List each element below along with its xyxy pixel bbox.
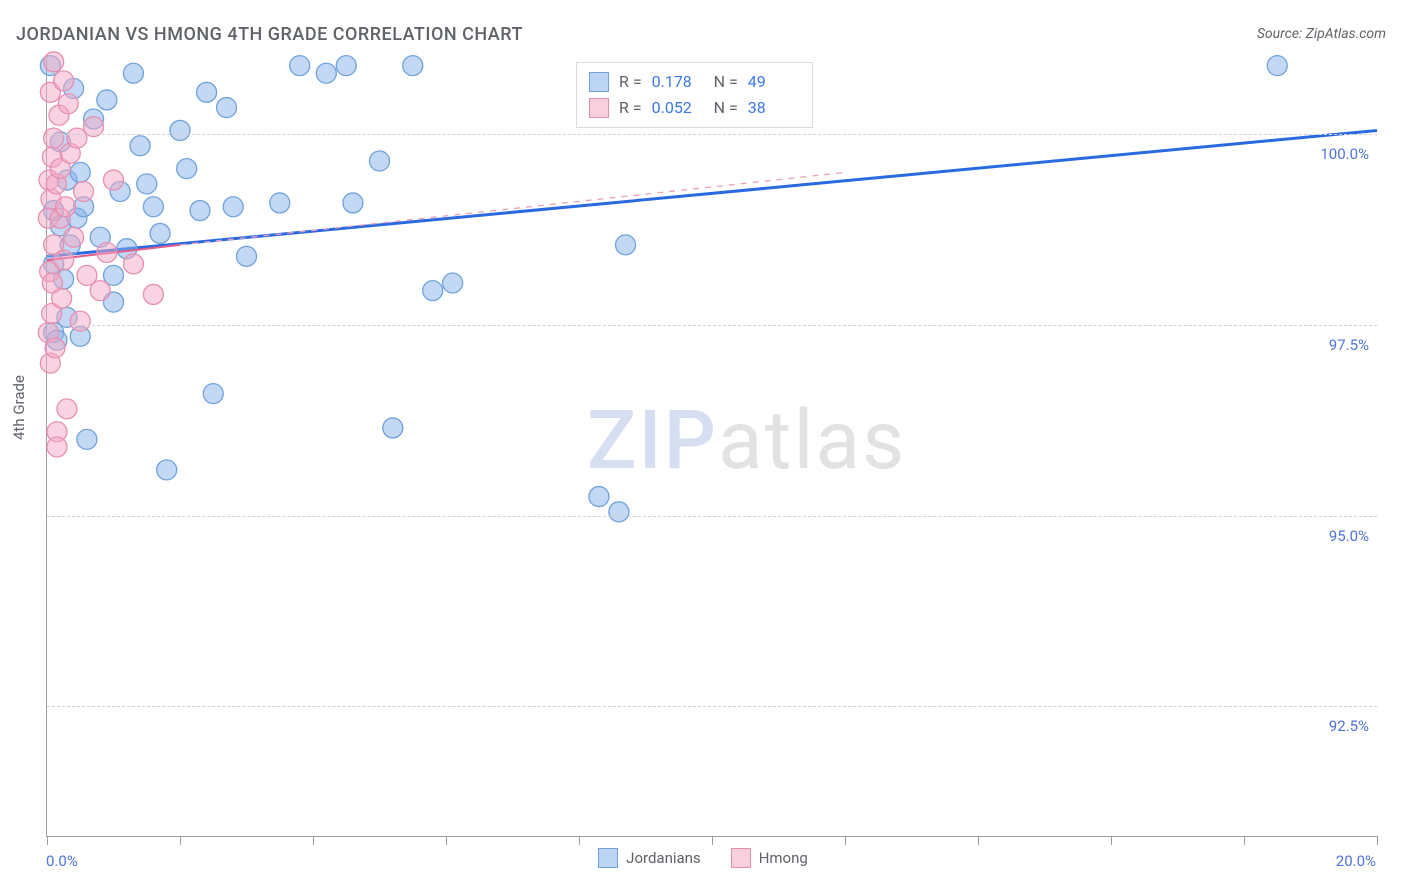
legend-label: Jordanians (626, 849, 701, 867)
data-point (123, 63, 143, 83)
chart-container: JORDANIAN VS HMONG 4TH GRADE CORRELATION… (0, 0, 1406, 892)
n-label: N = (714, 69, 738, 95)
data-point (157, 460, 177, 480)
plot-area: ZIPatlas 92.5%95.0%97.5%100.0% (46, 58, 1377, 837)
x-tick (978, 836, 979, 845)
data-point (336, 56, 356, 76)
legend-stats-row: R = 0.052 N = 38 (589, 95, 800, 121)
r-label: R = (619, 95, 642, 121)
data-point (190, 201, 210, 221)
data-point (383, 418, 403, 438)
data-point (197, 82, 217, 102)
x-tick (313, 836, 314, 845)
data-point (223, 197, 243, 217)
data-point (104, 170, 124, 190)
n-value: 49 (748, 69, 800, 95)
y-tick-label: 97.5% (1329, 336, 1369, 354)
data-point (90, 281, 110, 301)
chart-svg (47, 58, 1377, 836)
data-point (270, 193, 290, 213)
legend-swatch (598, 848, 618, 868)
gridline-h (47, 325, 1377, 326)
data-point (44, 128, 64, 148)
data-point (589, 487, 609, 507)
data-point (52, 288, 72, 308)
data-point (143, 197, 163, 217)
r-value: 0.178 (652, 69, 704, 95)
y-axis-label: 4th Grade (10, 375, 28, 440)
y-tick-label: 95.0% (1329, 527, 1369, 545)
data-point (203, 384, 223, 404)
x-tick (1377, 836, 1378, 845)
data-point (64, 227, 84, 247)
legend-swatch (589, 72, 609, 92)
legend-swatch (589, 98, 609, 118)
data-point (609, 502, 629, 522)
data-point (77, 429, 97, 449)
data-point (123, 254, 143, 274)
data-point (58, 94, 78, 114)
data-point (616, 235, 636, 255)
data-point (56, 197, 76, 217)
y-tick-label: 100.0% (1320, 145, 1369, 163)
legend-item: Jordanians (598, 848, 701, 868)
data-point (1267, 56, 1287, 76)
data-point (316, 63, 336, 83)
r-value: 0.052 (652, 95, 704, 121)
data-point (137, 174, 157, 194)
data-point (47, 437, 67, 457)
data-point (70, 162, 90, 182)
data-point (237, 246, 257, 266)
x-tick (47, 836, 48, 845)
legend-bottom: Jordanians Hmong (0, 848, 1406, 868)
data-point (97, 90, 117, 110)
n-value: 38 (748, 95, 800, 121)
data-point (177, 159, 197, 179)
data-point (170, 120, 190, 140)
x-tick (180, 836, 181, 845)
data-point (403, 56, 423, 76)
data-point (150, 223, 170, 243)
gridline-h (47, 516, 1377, 517)
data-point (97, 243, 117, 263)
data-point (423, 281, 443, 301)
data-point (343, 193, 363, 213)
y-tick-label: 92.5% (1329, 717, 1369, 735)
data-point (130, 136, 150, 156)
data-point (44, 52, 64, 72)
trend-line (47, 130, 1377, 256)
legend-stats-row: R = 0.178 N = 49 (589, 69, 800, 95)
legend-stats-box: R = 0.178 N = 49 R = 0.052 N = 38 (576, 62, 813, 128)
gridline-h (47, 134, 1377, 135)
data-point (57, 399, 77, 419)
x-tick (579, 836, 580, 845)
data-point (443, 273, 463, 293)
x-tick (845, 836, 846, 845)
gridline-h (47, 706, 1377, 707)
data-point (74, 181, 94, 201)
data-point (290, 56, 310, 76)
n-label: N = (714, 95, 738, 121)
legend-item: Hmong (731, 848, 808, 868)
r-label: R = (619, 69, 642, 95)
data-point (54, 250, 74, 270)
legend-label: Hmong (759, 849, 808, 867)
chart-title: JORDANIAN VS HMONG 4TH GRADE CORRELATION… (16, 24, 523, 45)
x-tick (1111, 836, 1112, 845)
data-point (45, 338, 65, 358)
data-point (143, 284, 163, 304)
x-tick (446, 836, 447, 845)
data-point (70, 311, 90, 331)
data-point (54, 71, 74, 91)
x-tick (1244, 836, 1245, 845)
data-point (370, 151, 390, 171)
data-point (217, 98, 237, 118)
x-tick (712, 836, 713, 845)
source-label: Source: ZipAtlas.com (1257, 26, 1386, 42)
legend-swatch (731, 848, 751, 868)
